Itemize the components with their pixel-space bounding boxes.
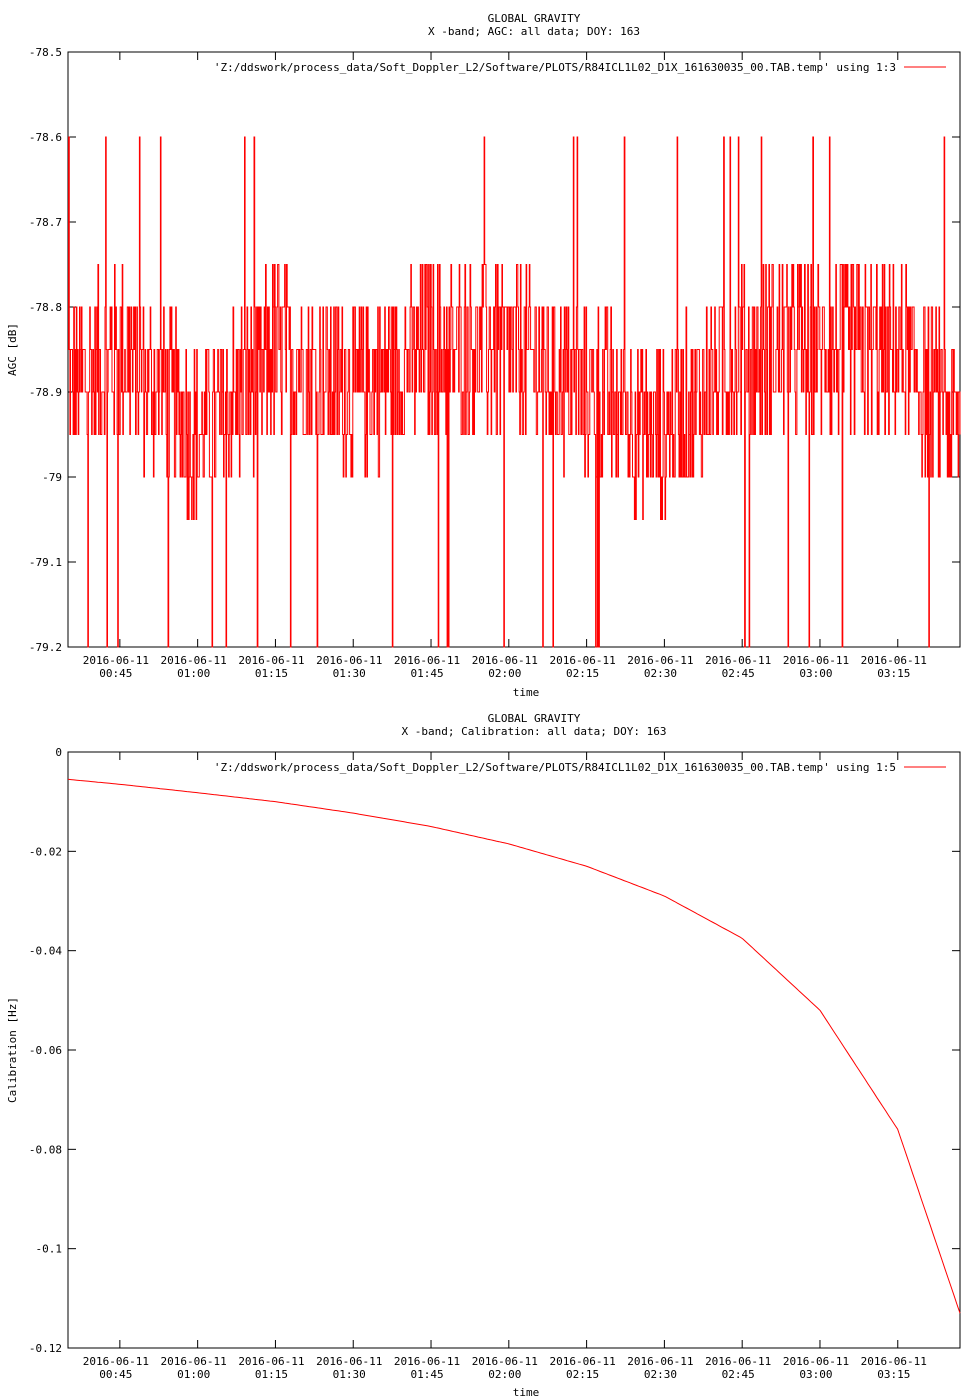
chart-title: GLOBAL GRAVITY: [488, 12, 581, 25]
x-tick-label-time: 02:15: [566, 1368, 599, 1381]
x-tick-label-time: 02:45: [722, 667, 755, 680]
x-tick-label-date: 2016-06-11: [161, 1355, 227, 1368]
y-axis-label: Calibration [Hz]: [6, 997, 19, 1103]
x-tick-label-time: 01:00: [177, 1368, 210, 1381]
y-tick-label: -79.2: [29, 641, 62, 654]
x-tick-label-time: 01:00: [177, 667, 210, 680]
x-tick-label-time: 03:15: [877, 667, 910, 680]
y-tick-label: -79: [42, 471, 62, 484]
series-line: [68, 136, 961, 648]
x-tick-label-time: 01:15: [255, 667, 288, 680]
x-tick-label-time: 01:15: [255, 1368, 288, 1381]
y-tick-label: 0: [55, 746, 62, 759]
x-tick-label-time: 01:45: [410, 1368, 443, 1381]
y-tick-label: -79.1: [29, 556, 62, 569]
legend-label: 'Z:/ddswork/process_data/Soft_Doppler_L2…: [214, 61, 896, 74]
x-tick-label-date: 2016-06-11: [161, 654, 227, 667]
x-tick-label-date: 2016-06-11: [627, 1355, 693, 1368]
x-tick-label-time: 02:00: [488, 667, 521, 680]
y-tick-label: -0.04: [29, 945, 62, 958]
x-tick-label-date: 2016-06-11: [783, 1355, 849, 1368]
y-tick-label: -78.6: [29, 131, 62, 144]
x-tick-label-time: 00:45: [99, 1368, 132, 1381]
plot-frame: [67, 751, 961, 1349]
x-tick-label-time: 02:45: [722, 1368, 755, 1381]
x-tick-label-date: 2016-06-11: [472, 1355, 538, 1368]
x-tick-label-date: 2016-06-11: [705, 654, 771, 667]
x-tick-label-date: 2016-06-11: [627, 654, 693, 667]
x-tick-label-date: 2016-06-11: [394, 654, 460, 667]
x-tick-label-date: 2016-06-11: [238, 654, 304, 667]
y-tick-label: -0.1: [36, 1243, 63, 1256]
y-axis-label: AGC [dB]: [6, 323, 19, 376]
series-line: [67, 778, 961, 1314]
x-tick-label-date: 2016-06-11: [83, 654, 149, 667]
x-tick-label-time: 01:45: [410, 667, 443, 680]
x-axis-label: time: [513, 686, 540, 699]
x-tick-label-date: 2016-06-11: [861, 1355, 927, 1368]
x-tick-label-time: 03:00: [799, 667, 832, 680]
x-tick-label-date: 2016-06-11: [549, 654, 615, 667]
x-tick-label-time: 01:30: [333, 1368, 366, 1381]
x-tick-label-time: 01:30: [333, 667, 366, 680]
x-tick-label-time: 02:30: [644, 1368, 677, 1381]
x-tick-label-time: 02:30: [644, 667, 677, 680]
x-tick-label-time: 02:15: [566, 667, 599, 680]
x-tick-label-date: 2016-06-11: [783, 654, 849, 667]
x-tick-label-date: 2016-06-11: [316, 654, 382, 667]
x-tick-label-date: 2016-06-11: [472, 654, 538, 667]
y-tick-label: -78.9: [29, 386, 62, 399]
chart-title: GLOBAL GRAVITY: [488, 712, 581, 725]
y-tick-label: -0.06: [29, 1044, 62, 1057]
x-tick-label-date: 2016-06-11: [83, 1355, 149, 1368]
x-tick-label-time: 03:15: [877, 1368, 910, 1381]
x-tick-label-time: 03:00: [799, 1368, 832, 1381]
y-tick-label: -0.08: [29, 1143, 62, 1156]
x-tick-label-date: 2016-06-11: [549, 1355, 615, 1368]
x-tick-label-date: 2016-06-11: [238, 1355, 304, 1368]
legend-label: 'Z:/ddswork/process_data/Soft_Doppler_L2…: [214, 761, 896, 774]
x-tick-label-time: 00:45: [99, 667, 132, 680]
x-axis-label: time: [513, 1386, 540, 1399]
x-tick-label-time: 02:00: [488, 1368, 521, 1381]
y-tick-label: -0.02: [29, 845, 62, 858]
y-tick-label: -0.12: [29, 1342, 62, 1355]
y-tick-label: -78.7: [29, 216, 62, 229]
y-tick-label: -78.5: [29, 46, 62, 59]
x-tick-label-date: 2016-06-11: [316, 1355, 382, 1368]
x-tick-label-date: 2016-06-11: [705, 1355, 771, 1368]
y-tick-label: -78.8: [29, 301, 62, 314]
chart-subtitle: X -band; Calibration: all data; DOY: 163: [402, 725, 667, 738]
x-tick-label-date: 2016-06-11: [861, 654, 927, 667]
chart-subtitle: X -band; AGC: all data; DOY: 163: [428, 25, 640, 38]
x-tick-label-date: 2016-06-11: [394, 1355, 460, 1368]
